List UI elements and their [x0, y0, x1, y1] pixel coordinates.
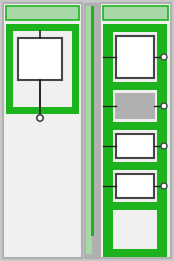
Bar	[157, 24, 167, 249]
Bar	[113, 170, 157, 202]
Bar	[103, 202, 167, 210]
Circle shape	[161, 103, 167, 109]
Bar	[116, 36, 154, 78]
Bar	[113, 32, 157, 82]
Bar	[113, 130, 157, 162]
Bar	[113, 90, 157, 122]
Bar	[103, 122, 167, 130]
Bar	[13, 31, 72, 107]
Bar	[18, 38, 62, 80]
Bar	[116, 134, 154, 158]
Bar	[3, 3, 82, 258]
Bar	[6, 6, 79, 20]
Bar	[103, 162, 167, 170]
Bar	[103, 249, 167, 257]
Bar	[86, 6, 92, 254]
Bar	[103, 24, 167, 32]
Bar	[116, 174, 154, 198]
Circle shape	[161, 54, 167, 60]
Bar	[91, 6, 94, 236]
Bar	[6, 24, 79, 114]
Bar	[100, 3, 171, 258]
Bar	[103, 6, 168, 20]
Bar	[103, 82, 167, 90]
Circle shape	[161, 143, 167, 149]
Circle shape	[161, 183, 167, 189]
Bar	[116, 94, 154, 118]
Bar	[84, 3, 98, 258]
Circle shape	[37, 115, 43, 121]
Bar	[103, 24, 113, 249]
